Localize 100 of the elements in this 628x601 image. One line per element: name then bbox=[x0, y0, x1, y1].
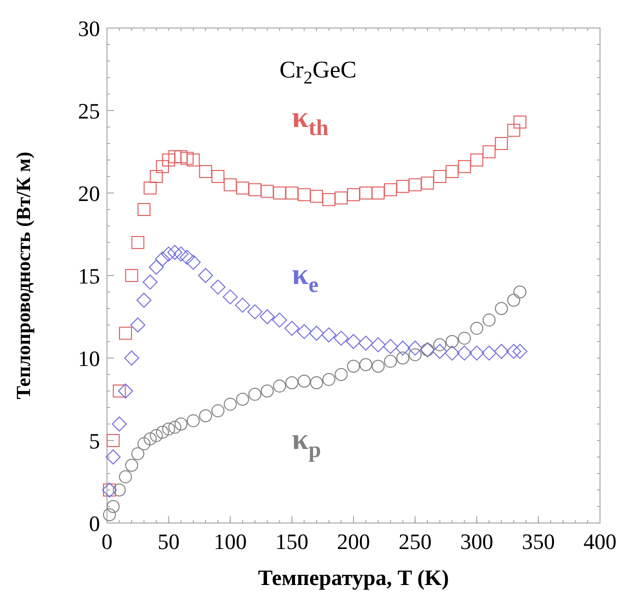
point bbox=[199, 409, 212, 422]
point bbox=[359, 186, 372, 200]
point bbox=[482, 346, 497, 361]
point bbox=[118, 470, 132, 484]
x-tick-label: 400 bbox=[584, 529, 616, 554]
point bbox=[334, 330, 349, 346]
x-tick-label: 350 bbox=[522, 529, 555, 554]
point bbox=[236, 392, 250, 406]
point bbox=[372, 186, 385, 200]
point bbox=[310, 190, 324, 203]
point bbox=[130, 318, 146, 332]
series-label: κ$_{th}$ bbox=[292, 101, 330, 140]
point bbox=[198, 268, 214, 283]
point bbox=[156, 426, 169, 439]
point bbox=[433, 338, 446, 352]
point bbox=[408, 178, 422, 192]
point bbox=[150, 170, 163, 183]
series-label: κ$_{e}$ bbox=[292, 258, 319, 297]
point bbox=[482, 314, 496, 327]
point bbox=[112, 484, 126, 496]
point bbox=[470, 154, 484, 166]
point bbox=[106, 500, 120, 513]
point bbox=[370, 337, 386, 352]
point bbox=[507, 294, 520, 307]
point bbox=[396, 180, 410, 193]
point bbox=[395, 340, 410, 356]
point bbox=[322, 193, 336, 206]
point bbox=[167, 244, 182, 260]
point bbox=[346, 334, 361, 349]
point bbox=[248, 183, 262, 196]
point bbox=[112, 416, 127, 432]
point bbox=[272, 312, 288, 328]
point bbox=[512, 344, 528, 359]
point bbox=[186, 254, 201, 270]
point bbox=[513, 116, 526, 129]
point bbox=[106, 434, 120, 447]
point bbox=[247, 304, 262, 320]
point bbox=[310, 376, 324, 390]
point bbox=[186, 414, 200, 428]
point bbox=[372, 360, 385, 373]
point bbox=[224, 398, 237, 411]
point bbox=[296, 324, 312, 340]
point bbox=[273, 380, 286, 393]
point bbox=[494, 137, 508, 150]
point bbox=[420, 176, 434, 190]
point bbox=[321, 327, 336, 342]
point bbox=[494, 302, 508, 315]
y-tick-label: 10 bbox=[78, 346, 100, 371]
point bbox=[248, 388, 262, 401]
point bbox=[224, 178, 237, 192]
y-axis-title: Теплопроводность (Вт/К м) bbox=[13, 152, 35, 400]
point bbox=[322, 372, 336, 386]
point bbox=[162, 154, 176, 166]
point bbox=[432, 344, 448, 359]
point bbox=[162, 422, 176, 436]
point bbox=[210, 280, 226, 295]
point bbox=[148, 260, 164, 275]
point bbox=[125, 269, 138, 282]
point bbox=[174, 418, 188, 430]
point bbox=[260, 309, 275, 324]
point bbox=[433, 170, 446, 183]
point bbox=[482, 145, 496, 158]
y-tick-label: 15 bbox=[78, 264, 100, 288]
point bbox=[161, 246, 176, 262]
point bbox=[284, 320, 300, 336]
point bbox=[334, 191, 348, 204]
point bbox=[469, 346, 484, 361]
point bbox=[382, 338, 398, 354]
point bbox=[458, 332, 471, 345]
point bbox=[260, 184, 274, 198]
point bbox=[408, 340, 423, 356]
point bbox=[144, 432, 157, 446]
point bbox=[334, 368, 348, 381]
point bbox=[458, 160, 471, 174]
y-tick-label: 5 bbox=[89, 428, 100, 454]
point bbox=[106, 450, 121, 464]
x-axis-title: Температура, T (K) bbox=[258, 565, 449, 590]
point bbox=[222, 289, 238, 304]
y-tick-label: 20 bbox=[78, 181, 100, 206]
point bbox=[173, 246, 188, 262]
x-tick-label: 150 bbox=[275, 529, 308, 554]
point bbox=[494, 344, 509, 359]
point bbox=[358, 336, 374, 351]
point bbox=[118, 326, 132, 340]
point bbox=[131, 236, 144, 249]
y-tick-label: 0 bbox=[89, 511, 100, 536]
point bbox=[144, 182, 157, 195]
point bbox=[168, 420, 182, 434]
point bbox=[384, 183, 397, 196]
x-tick-label: 300 bbox=[460, 529, 494, 554]
point bbox=[211, 170, 224, 183]
point bbox=[456, 346, 472, 361]
point bbox=[470, 322, 484, 335]
point bbox=[118, 384, 133, 398]
point bbox=[298, 188, 311, 202]
series-label: κ$_{p}$ bbox=[292, 422, 322, 462]
point bbox=[444, 346, 460, 361]
point bbox=[180, 250, 195, 265]
point bbox=[285, 186, 298, 200]
point bbox=[137, 437, 150, 450]
